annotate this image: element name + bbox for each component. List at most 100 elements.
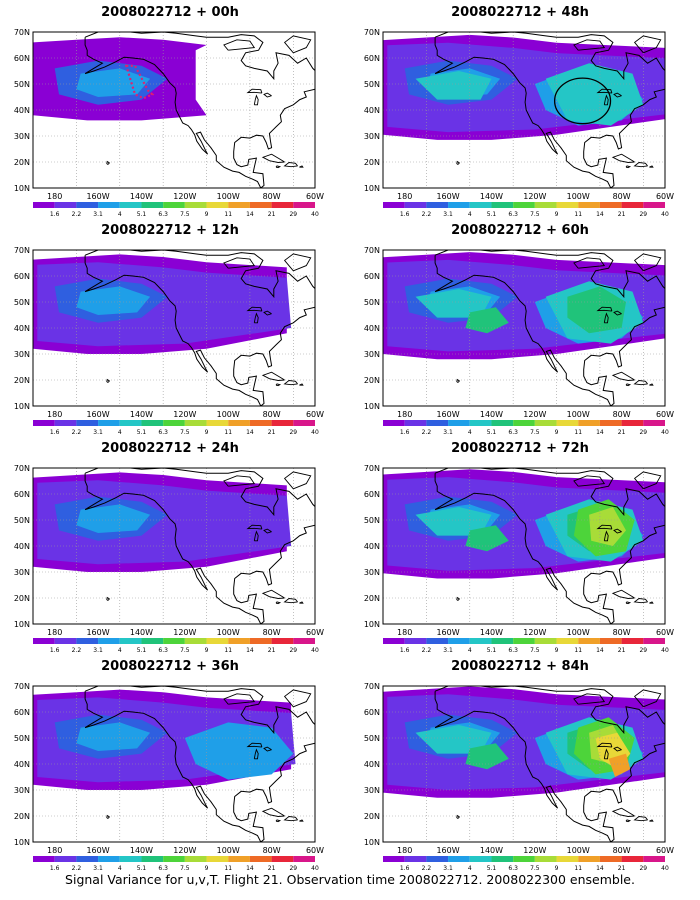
map-frame — [32, 685, 316, 843]
colorbar-segment — [404, 420, 427, 426]
lon-tick-label: 160W — [436, 628, 459, 637]
coastline — [283, 162, 298, 168]
colorbar-label: 4 — [118, 865, 122, 872]
lon-tick-label: 80W — [263, 192, 281, 201]
colorbar-segment — [119, 420, 142, 426]
lat-tick-label: 70N — [364, 682, 380, 691]
panel-title: 2008022712 + 24h — [101, 441, 239, 456]
colorbar-segment — [383, 420, 405, 426]
colorbar-segment — [249, 856, 272, 862]
colorbar-label: 6.3 — [158, 865, 168, 872]
colorbar-segment — [599, 638, 622, 644]
lon-tick-label: 120W — [173, 846, 196, 855]
coastline — [434, 32, 665, 188]
colorbar-segment — [98, 420, 120, 426]
lon-tick-label: 180 — [47, 410, 62, 419]
lat-tick-label: 70N — [14, 464, 30, 473]
panel-36h: 2008022712 + 36h 70N 60N 50N 40N 30N 20N 10N 18… — [0, 654, 340, 872]
coastline — [246, 524, 263, 530]
colorbar-label: 40 — [661, 211, 669, 218]
colorbar-segment — [54, 420, 77, 426]
lon-tick-label: 100W — [567, 846, 590, 855]
lat-tick-label: 20N — [14, 594, 30, 603]
coastline — [603, 748, 609, 760]
coastline — [261, 153, 285, 163]
coastline — [275, 601, 282, 605]
colorbar-segment — [448, 202, 470, 208]
variance-zone — [608, 753, 631, 777]
panel-title: 2008022712 + 84h — [451, 659, 589, 674]
lon-tick-label: 180 — [397, 628, 412, 637]
figure-caption: Signal Variance for u,v,T. Flight 21. Ob… — [65, 872, 635, 887]
colorbar-segment — [249, 638, 272, 644]
colorbar-segment — [184, 638, 207, 644]
lat-tick-label: 30N — [364, 132, 380, 141]
colorbar-segment — [534, 856, 557, 862]
lat-tick-label: 20N — [14, 812, 30, 821]
coastline — [603, 94, 609, 106]
lon-tick-label: 60W — [306, 628, 324, 637]
colorbar-segment — [76, 638, 99, 644]
colorbar-segment — [293, 202, 315, 208]
colorbar-label: 2.2 — [72, 865, 82, 872]
colorbar-label: 1.6 — [400, 865, 410, 872]
colorbar-segment — [206, 856, 229, 862]
lat-tick-label: 40N — [364, 760, 380, 769]
colorbar-segment — [271, 420, 294, 426]
colorbar-label: 7.5 — [180, 865, 190, 872]
coastline — [573, 693, 606, 705]
colorbar-segment — [599, 856, 622, 862]
coastline — [106, 160, 111, 165]
coastline — [613, 746, 622, 752]
lat-tick-label: 10N — [364, 620, 380, 629]
colorbar-label: 14 — [246, 211, 254, 218]
map-frame — [382, 249, 666, 407]
coastline — [283, 471, 312, 490]
colorbar-label: 3.1 — [93, 647, 103, 654]
colorbar-segment — [426, 856, 449, 862]
coastline — [613, 92, 622, 98]
coastline — [275, 165, 282, 169]
colorbar-segment — [228, 420, 250, 426]
colorbar-segment — [54, 638, 77, 644]
colorbar-segment — [184, 856, 207, 862]
colorbar-segment — [206, 202, 229, 208]
colorbar-label: 11 — [574, 647, 582, 654]
colorbar-segment — [404, 638, 427, 644]
colorbar-segment — [383, 202, 405, 208]
coastline — [603, 312, 609, 324]
coastline — [456, 596, 461, 601]
coastline — [613, 310, 622, 316]
lat-tick-label: 40N — [14, 760, 30, 769]
colorbar-segment — [491, 420, 514, 426]
coastline — [84, 468, 315, 624]
lat-tick-label: 20N — [14, 376, 30, 385]
colorbar-segment — [119, 638, 142, 644]
coastline — [106, 378, 111, 383]
colorbar-label: 14 — [596, 647, 604, 654]
colorbar-segment — [469, 638, 492, 644]
colorbar-label: 6.3 — [158, 211, 168, 218]
variance-map: 70N 60N 50N 40N 30N 20N 10N 180 160W 140W 120W 100W… — [14, 464, 324, 654]
lon-tick-label: 120W — [173, 192, 196, 201]
lon-tick-label: 60W — [306, 410, 324, 419]
lat-tick-label: 30N — [14, 786, 30, 795]
coastline — [283, 35, 312, 54]
colorbar-segment — [98, 638, 120, 644]
map-frame — [32, 249, 316, 407]
colorbar-label: 6.3 — [508, 429, 518, 436]
colorbar-segment — [293, 856, 315, 862]
colorbar-segment — [426, 202, 449, 208]
lon-tick-label: 180 — [397, 410, 412, 419]
colorbar-segment — [491, 202, 514, 208]
lat-tick-label: 70N — [364, 28, 380, 37]
colorbar-label: 40 — [661, 865, 669, 872]
coastline — [317, 80, 330, 93]
colorbar-label: 6.3 — [508, 647, 518, 654]
lon-tick-label: 80W — [263, 410, 281, 419]
panel-48h: 2008022712 + 48h 70N 60N 50N 40N 30N 20N 10N 18… — [350, 0, 690, 218]
lon-tick-label: 100W — [217, 846, 240, 855]
colorbar-segment — [271, 856, 294, 862]
colorbar-segment — [119, 202, 142, 208]
lat-tick-label: 60N — [364, 54, 380, 63]
